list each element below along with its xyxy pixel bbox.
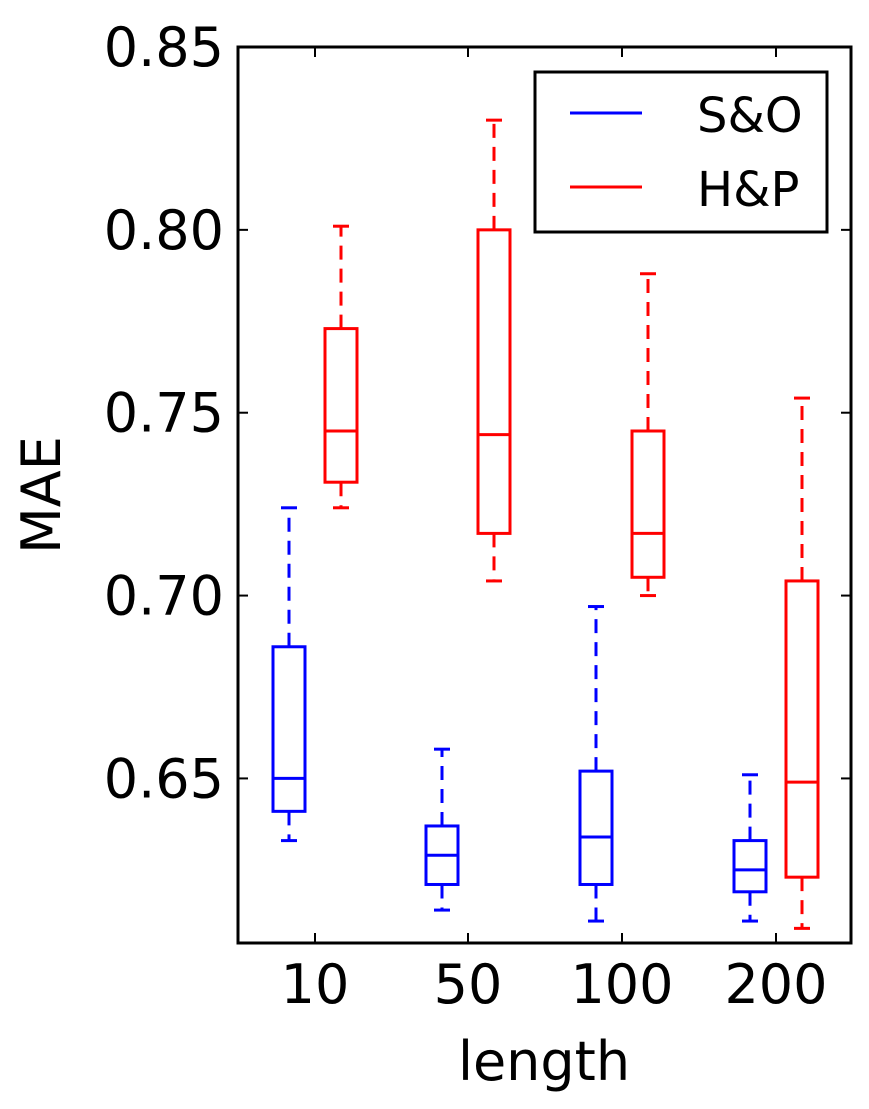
box-iqr — [732, 839, 768, 894]
box-iqr — [784, 579, 820, 879]
box-iqr — [323, 327, 359, 484]
x-tick-label: 200 — [724, 953, 827, 1016]
y-tick-label: 0.80 — [104, 199, 224, 262]
plot-marks — [271, 118, 820, 930]
legend-label: H&P — [697, 162, 799, 218]
x-tick-label: 10 — [281, 953, 350, 1016]
legend-frame — [533, 70, 829, 234]
box-iqr — [476, 228, 512, 535]
x-tick-label: 50 — [434, 953, 503, 1016]
y-tick-label: 0.85 — [104, 16, 224, 79]
y-tick-label: 0.70 — [104, 565, 224, 628]
y-tick-label: 0.75 — [104, 382, 224, 445]
plot-frame — [236, 45, 853, 945]
box-iqr — [630, 429, 666, 579]
legend: S&O H&P — [533, 70, 829, 234]
box-iqr — [578, 769, 614, 886]
y-tick-label: 0.65 — [104, 747, 224, 810]
axes: 0.65 0.70 0.75 0.80 0.85 10 50 100 200 — [104, 16, 851, 1016]
x-axis-label: length — [458, 1030, 630, 1093]
legend-label: S&O — [697, 88, 803, 144]
series-h-p — [323, 118, 820, 930]
x-tick-label: 100 — [570, 953, 673, 1016]
box-iqr — [271, 645, 307, 813]
series-s-o — [271, 506, 768, 923]
y-axis-label: MAE — [10, 436, 73, 554]
